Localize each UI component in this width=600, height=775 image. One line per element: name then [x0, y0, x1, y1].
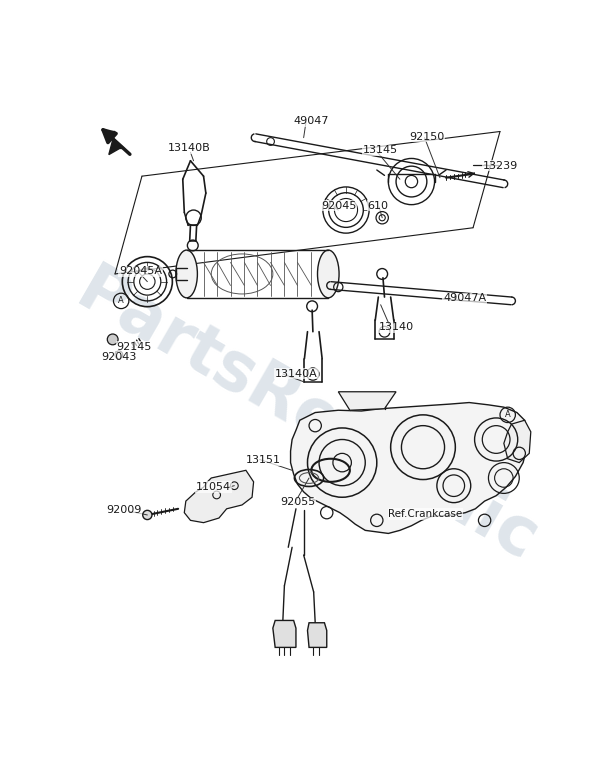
Polygon shape — [184, 470, 254, 522]
Text: A: A — [505, 410, 511, 419]
Text: 13140B: 13140B — [167, 143, 210, 153]
Polygon shape — [106, 132, 124, 154]
Circle shape — [107, 334, 118, 345]
Text: 49047A: 49047A — [443, 293, 486, 303]
Polygon shape — [273, 621, 296, 647]
Text: 92009: 92009 — [106, 505, 141, 515]
Text: 13140: 13140 — [379, 322, 413, 332]
Text: 610: 610 — [368, 201, 389, 211]
Text: 13145: 13145 — [363, 146, 398, 155]
Polygon shape — [338, 391, 396, 410]
Polygon shape — [290, 402, 528, 533]
Ellipse shape — [317, 250, 339, 298]
Text: 13239: 13239 — [483, 160, 518, 170]
Text: 92055: 92055 — [281, 498, 316, 508]
Text: Ref.Crankcase: Ref.Crankcase — [388, 509, 463, 518]
Polygon shape — [504, 420, 531, 463]
Text: 92045A: 92045A — [119, 267, 162, 276]
Text: 92145: 92145 — [116, 342, 152, 352]
Ellipse shape — [176, 250, 197, 298]
Polygon shape — [308, 623, 327, 647]
Text: 92045: 92045 — [322, 201, 357, 211]
Text: 13140A: 13140A — [275, 369, 318, 379]
Text: 11054: 11054 — [196, 482, 231, 492]
Text: 13151: 13151 — [246, 455, 281, 465]
Text: PartsRepublic: PartsRepublic — [65, 257, 550, 575]
Text: A: A — [118, 296, 124, 305]
Text: 92043: 92043 — [101, 353, 137, 363]
Circle shape — [143, 511, 152, 519]
Text: 49047: 49047 — [293, 116, 329, 126]
Text: 92150: 92150 — [409, 132, 445, 142]
